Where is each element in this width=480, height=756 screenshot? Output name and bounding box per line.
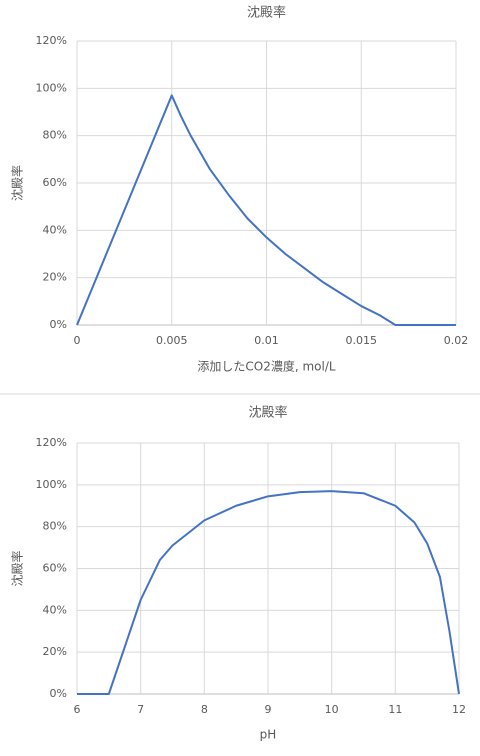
y-tick-label: 0% bbox=[50, 687, 67, 700]
y-tick-label: 80% bbox=[43, 520, 67, 533]
x-tick-label: 9 bbox=[265, 703, 272, 716]
x-tick-label: 6 bbox=[74, 703, 81, 716]
x-tick-label: 7 bbox=[137, 703, 144, 716]
x-tick-label: 0.015 bbox=[346, 334, 378, 347]
y-tick-label: 80% bbox=[43, 129, 67, 142]
y-tick-label: 100% bbox=[36, 81, 67, 94]
y-tick-label: 120% bbox=[36, 34, 67, 47]
y-axis-title: 沈殿率 bbox=[10, 550, 25, 586]
x-tick-label: 11 bbox=[388, 703, 402, 716]
y-tick-label: 40% bbox=[43, 223, 67, 236]
y-tick-label: 0% bbox=[50, 318, 67, 331]
y-tick-label: 120% bbox=[36, 436, 67, 449]
chart-title: 沈殿率 bbox=[247, 5, 286, 21]
x-tick-label: 0.02 bbox=[444, 334, 469, 347]
x-axis-title: 添加したCO2濃度, mol/L bbox=[197, 359, 335, 374]
x-axis-title: pH bbox=[260, 728, 277, 742]
x-tick-label: 12 bbox=[452, 703, 466, 716]
y-tick-label: 40% bbox=[43, 603, 67, 616]
x-tick-label: 8 bbox=[201, 703, 208, 716]
y-tick-label: 20% bbox=[43, 271, 67, 284]
y-tick-label: 20% bbox=[43, 645, 67, 658]
x-tick-label: 0.01 bbox=[254, 334, 279, 347]
x-tick-label: 10 bbox=[325, 703, 339, 716]
y-tick-label: 60% bbox=[43, 562, 67, 575]
x-tick-label: 0 bbox=[74, 334, 81, 347]
data-line bbox=[77, 490, 460, 695]
x-tick-label: 0.005 bbox=[156, 334, 188, 347]
chart-title: 沈殿率 bbox=[248, 405, 287, 421]
y-tick-label: 60% bbox=[43, 176, 67, 189]
y-tick-label: 100% bbox=[36, 478, 67, 491]
y-axis-title: 沈殿率 bbox=[10, 165, 25, 201]
data-line bbox=[76, 94, 456, 326]
